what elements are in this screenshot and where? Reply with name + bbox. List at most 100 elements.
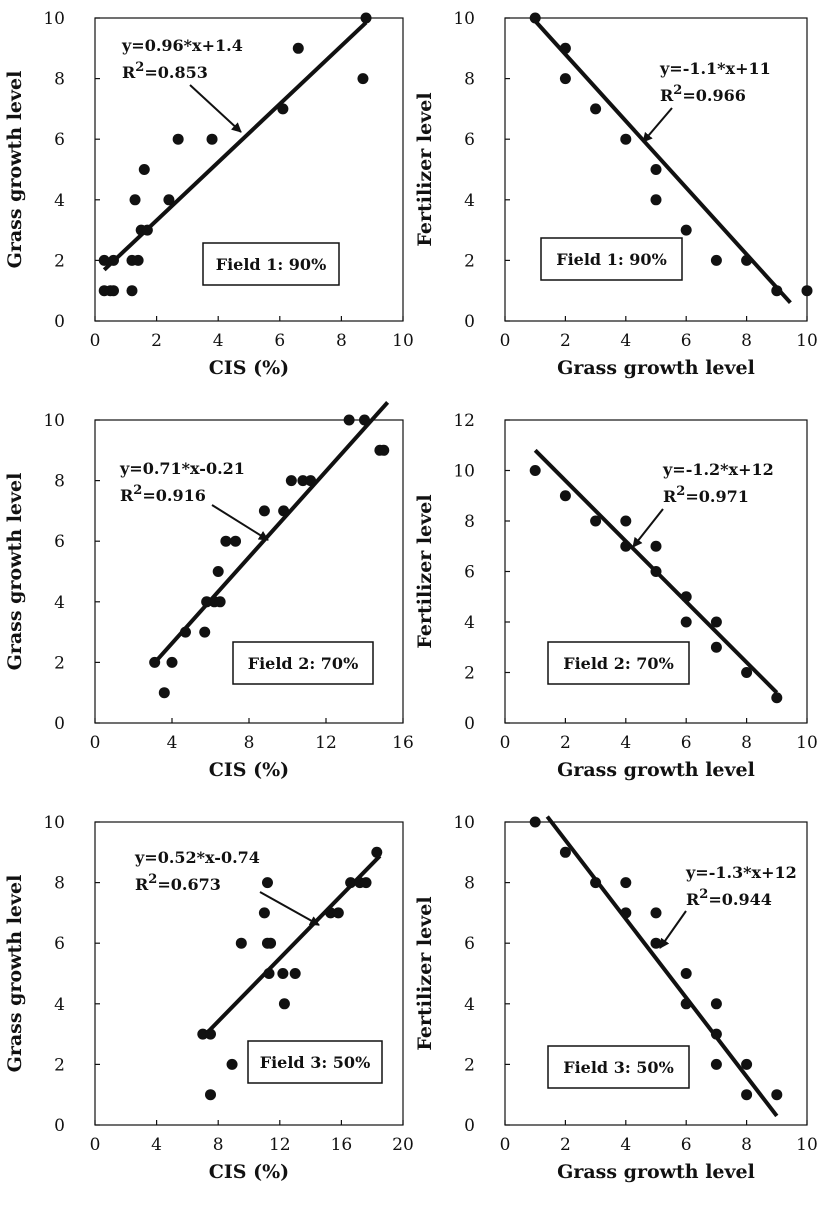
y-axis-label: Fertilizer level <box>414 92 436 246</box>
x-axis-label: CIS (%) <box>209 759 289 781</box>
data-point <box>590 877 602 889</box>
panel-2: 0 2 4 6 8 10 0 2 4 6 8 10 Grass growth level Fertiliz… <box>414 9 818 379</box>
x-axis-label: Grass growth level <box>557 357 755 379</box>
x-tick-label: 2 <box>151 331 162 351</box>
data-point <box>620 877 632 889</box>
x-tick-label: 4 <box>167 733 178 753</box>
data-point <box>297 475 309 487</box>
data-point <box>226 1058 238 1070</box>
field-label: Field 1: 90% <box>556 250 667 269</box>
data-point <box>710 998 722 1010</box>
data-point <box>343 414 355 426</box>
y-tick-label: 0 <box>464 312 475 332</box>
y-tick-label: 0 <box>54 714 65 734</box>
annotation-arrow <box>642 107 673 143</box>
x-tick-label: 20 <box>392 1135 414 1155</box>
y-tick-label: 8 <box>54 874 65 894</box>
data-point <box>172 133 184 145</box>
y-tick-label: 10 <box>43 411 65 431</box>
x-tick-label: 10 <box>796 733 818 753</box>
fit-equation: y=-1.1*x+11 <box>659 59 771 78</box>
x-tick-label: 6 <box>681 1135 692 1155</box>
data-point <box>129 194 141 206</box>
data-point <box>278 998 290 1010</box>
data-point <box>620 133 632 145</box>
y-tick-label: 2 <box>54 653 65 673</box>
data-point <box>261 877 273 889</box>
panel-4: 0 2 4 6 8 10 0 2 4 6 8 10 12 Grass growth level Fertil… <box>414 411 818 781</box>
field-box <box>540 237 683 281</box>
annotation-arrow <box>632 508 664 548</box>
data-point <box>620 907 632 919</box>
y-tick-label: 0 <box>54 1116 65 1136</box>
data-point <box>138 164 150 175</box>
r-squared: R2=0.944 <box>686 887 772 909</box>
panel-6: 0 2 4 6 8 10 0 2 4 6 8 10 Grass growth level Fertiliz… <box>414 813 818 1183</box>
data-point <box>220 535 232 547</box>
fit-equation: y=0.96*x+1.4 <box>121 36 243 55</box>
plot-frame <box>94 821 404 1126</box>
y-tick-label: 6 <box>464 934 475 954</box>
data-point <box>680 998 692 1010</box>
data-point <box>741 1089 753 1101</box>
x-tick-label: 8 <box>213 1135 224 1155</box>
data-point <box>205 1089 216 1101</box>
data-point <box>590 515 602 527</box>
data-point <box>529 12 541 24</box>
data-point <box>559 490 571 502</box>
x-tick-label: 0 <box>500 331 511 351</box>
data-point <box>529 465 541 476</box>
r-squared: R2=0.853 <box>122 60 208 82</box>
y-axis-label: Grass growth level <box>4 71 26 269</box>
y-tick-label: 10 <box>453 813 475 833</box>
data-point <box>650 194 662 206</box>
data-point <box>680 224 692 236</box>
x-tick-label: 8 <box>741 733 752 753</box>
y-tick-label: 12 <box>453 411 475 431</box>
y-axis-label: Fertilizer level <box>414 896 436 1050</box>
data-point <box>289 968 301 979</box>
data-point <box>710 616 722 628</box>
annotation-arrow <box>259 891 320 926</box>
y-tick-label: 10 <box>453 9 475 29</box>
data-point <box>265 937 277 949</box>
annotation-arrow <box>659 910 687 949</box>
y-tick-label: 4 <box>464 191 475 211</box>
plot-frame <box>94 17 404 322</box>
data-point <box>141 224 153 236</box>
data-point <box>305 475 317 487</box>
y-tick-label: 8 <box>464 874 475 894</box>
fit-equation: y=0.52*x-0.74 <box>134 848 260 867</box>
data-point <box>650 566 662 577</box>
data-point <box>620 540 632 552</box>
x-tick-label: 4 <box>151 1135 162 1155</box>
y-axis-label: Grass growth level <box>4 875 26 1073</box>
y-tick-label: 6 <box>54 532 65 552</box>
data-point <box>179 626 191 638</box>
x-tick-label: 16 <box>331 1135 353 1155</box>
x-axis-label: CIS (%) <box>209 357 289 379</box>
y-tick-label: 4 <box>54 995 65 1015</box>
data-point <box>263 968 275 979</box>
y-tick-label: 10 <box>43 9 65 29</box>
data-point <box>650 540 662 552</box>
data-point <box>163 194 175 206</box>
data-point <box>771 285 783 297</box>
x-tick-label: 6 <box>274 331 285 351</box>
r-squared: R2=0.916 <box>120 483 206 505</box>
data-point <box>158 687 170 699</box>
plot-frame <box>504 17 808 322</box>
x-tick-label: 0 <box>90 331 101 351</box>
data-point <box>650 907 662 919</box>
y-tick-label: 2 <box>464 1055 475 1075</box>
data-point <box>710 1058 722 1070</box>
data-point <box>197 1028 209 1040</box>
x-tick-label: 6 <box>681 733 692 753</box>
data-point <box>680 968 692 979</box>
data-point <box>285 475 297 487</box>
regression-line <box>151 401 390 667</box>
y-tick-label: 0 <box>464 714 475 734</box>
fit-equation: y=0.71*x-0.21 <box>119 459 245 478</box>
y-tick-label: 2 <box>54 251 65 271</box>
data-point <box>559 42 571 54</box>
